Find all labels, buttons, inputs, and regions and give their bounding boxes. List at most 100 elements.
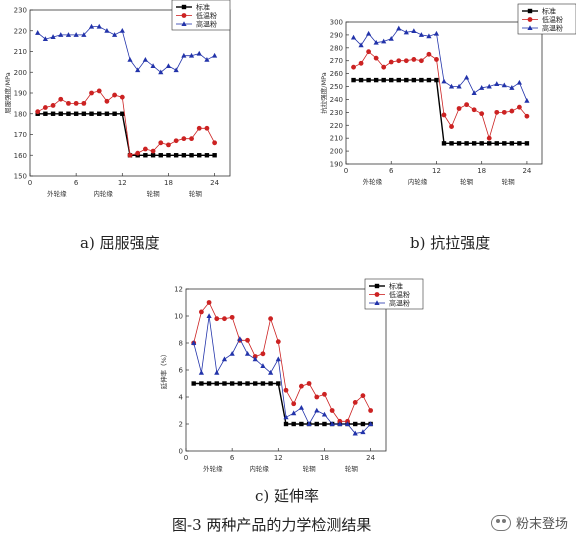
y-tick-label: 6 [179,367,184,375]
x-group-label: 内轮缘 [93,189,113,198]
data-point [112,111,117,116]
legend-label: 低温粉 [389,290,410,299]
data-point [158,69,164,75]
data-point [321,411,328,417]
x-group-label: 轮辋 [303,464,317,473]
data-point [433,30,440,36]
data-point [173,67,179,73]
data-point [198,369,204,375]
data-point [517,141,522,146]
data-point [464,102,470,108]
data-point [360,429,366,435]
data-point [199,381,204,386]
data-point [268,369,274,375]
data-point [411,77,417,83]
y-tick-label: 8 [179,340,183,348]
data-point [366,30,372,36]
data-point [58,111,63,116]
legend-marker [374,300,380,305]
data-point [237,381,243,386]
data-point [373,77,379,83]
data-point [214,369,220,375]
data-point [366,77,371,83]
data-point [502,141,507,146]
data-point [471,107,477,113]
y-tick-label: 270 [330,57,343,65]
y-tick-label: 12 [174,286,183,294]
data-point [441,141,447,146]
y-axis-label: 抗拉强度/MPa [319,72,328,113]
data-point [173,138,179,144]
data-point [158,140,164,146]
data-point [441,78,447,84]
data-point [212,52,218,58]
x-tick-label: 18 [164,179,173,187]
data-point [165,63,172,69]
data-point [204,153,210,158]
data-point [142,146,148,152]
data-point [381,38,387,44]
y-tick-label: 280 [330,44,343,52]
data-point [403,29,409,35]
data-point [89,111,94,116]
y-tick-label: 220 [330,122,343,130]
y-tick-label: 160 [14,152,27,160]
wechat-icon [490,514,511,531]
series-line [353,51,528,140]
data-point [381,64,387,70]
data-point [150,63,156,69]
legend-label: 低温粉 [196,11,217,20]
data-point [206,300,212,305]
data-point [50,34,56,39]
data-point [253,381,258,386]
x-tick-label: 24 [366,454,375,462]
data-point [119,94,125,100]
data-point [150,148,156,154]
data-point [389,77,394,83]
series-1 [35,88,218,158]
data-point [66,111,71,116]
x-tick-label: 18 [477,167,486,175]
data-point [509,141,515,146]
data-point [173,153,179,158]
series-line [353,27,528,101]
data-point [58,96,64,102]
data-point [81,32,87,37]
data-point [350,34,357,40]
series-2 [191,313,374,436]
data-point [426,51,432,57]
tensile-strength-chart: 190 200 210 220 230 240 250 260 270 280 290 300 0 6 12… [319,3,576,186]
data-point [268,316,274,322]
data-point [104,111,110,116]
data-point [127,57,133,62]
data-point [298,383,304,389]
series-1 [191,300,374,424]
series-1 [351,49,530,141]
data-point [524,141,530,146]
data-point [486,83,492,89]
data-point [50,103,56,108]
x-group-label: 轮辋 [189,189,203,198]
data-point [166,142,171,148]
data-point [119,27,125,33]
data-point [381,77,386,83]
data-point [42,36,48,42]
x-group-label: 外轮缘 [363,177,383,186]
data-point [352,430,358,436]
data-point [204,57,210,62]
data-point [426,33,432,39]
data-point [464,141,469,146]
data-point [42,105,48,110]
data-point [456,141,462,146]
data-point [81,100,87,106]
data-point [229,314,235,320]
y-tick-label: 250 [330,83,343,91]
data-point [237,336,243,341]
data-point [260,381,266,386]
caption-a: a) 屈服强度 [80,234,160,252]
data-point [89,90,94,96]
caption-c: c) 延伸率 [255,487,320,505]
